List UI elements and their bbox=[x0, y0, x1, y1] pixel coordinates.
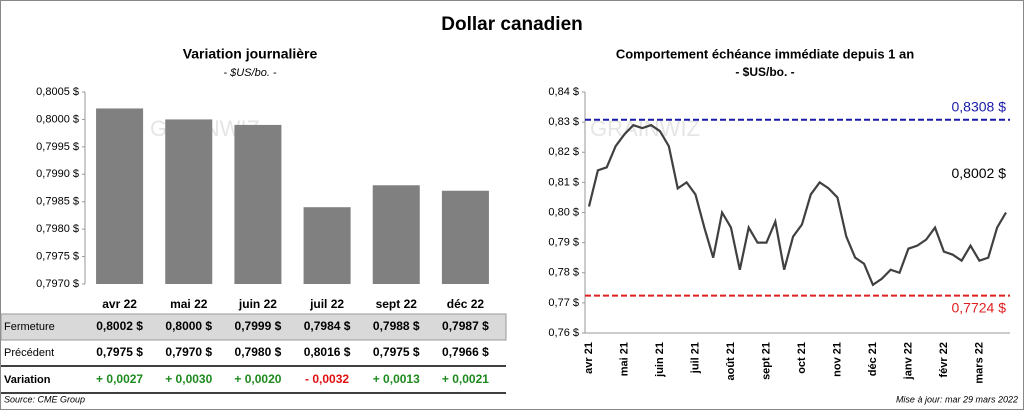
table-cell: + 0,0021 bbox=[442, 372, 489, 386]
table-cell: + 0,0030 bbox=[165, 372, 212, 386]
y-tick-label: 0,7980 $ bbox=[36, 223, 79, 235]
x-tick-label: sept 21 bbox=[760, 342, 772, 380]
chart-title: Comportement échéance immédiate depuis 1… bbox=[616, 46, 914, 61]
bar bbox=[234, 124, 282, 285]
table-cell: + 0,0020 bbox=[234, 372, 281, 386]
y-tick-label: 0,82 $ bbox=[548, 146, 579, 158]
source: Source: CME Group bbox=[4, 394, 85, 404]
table-cell: 0,7988 $ bbox=[373, 319, 420, 333]
reference-label: 0,8308 $ bbox=[952, 98, 1007, 114]
y-tick-label: 0,7970 $ bbox=[36, 278, 79, 290]
y-tick-label: 0,84 $ bbox=[548, 86, 579, 98]
bar bbox=[441, 190, 489, 284]
chart-title: Variation journalière bbox=[183, 46, 318, 62]
update-date: Mise à jour: mar 29 mars 2022 bbox=[896, 394, 1018, 404]
x-tick-label: juil 22 bbox=[309, 297, 344, 311]
annotation: 0,8002 $ bbox=[952, 165, 1007, 181]
row-bg bbox=[0, 313, 507, 341]
bar bbox=[96, 108, 144, 284]
x-tick-label: nov 21 bbox=[831, 342, 843, 377]
table-cell: 0,7999 $ bbox=[235, 319, 282, 333]
table-cell: 0,7966 $ bbox=[442, 345, 489, 359]
y-tick-label: 0,7995 $ bbox=[36, 141, 79, 153]
bar bbox=[303, 207, 351, 284]
bar bbox=[372, 185, 420, 284]
x-tick-label: déc 21 bbox=[867, 342, 879, 376]
x-tick-label: avr 22 bbox=[102, 297, 137, 311]
x-tick-label: mars 22 bbox=[973, 342, 985, 384]
x-tick-label: juin 21 bbox=[654, 342, 666, 378]
x-tick-label: oct 21 bbox=[796, 342, 808, 374]
x-tick-label: avr 21 bbox=[583, 342, 595, 374]
y-tick-label: 0,80 $ bbox=[548, 206, 579, 218]
x-tick-label: janv 22 bbox=[902, 342, 914, 380]
table-cell: 0,7975 $ bbox=[373, 345, 420, 359]
table-cell: 0,7984 $ bbox=[304, 319, 351, 333]
row-label: Fermeture bbox=[4, 321, 55, 333]
y-tick-label: 0,7990 $ bbox=[36, 168, 79, 180]
x-tick-label: févr 22 bbox=[938, 342, 950, 377]
y-tick-label: 0,7975 $ bbox=[36, 250, 79, 262]
x-tick-label: juin 22 bbox=[238, 297, 277, 311]
x-tick-label: mai 21 bbox=[618, 342, 630, 376]
table-cell: 0,7980 $ bbox=[235, 345, 282, 359]
bar bbox=[165, 119, 213, 284]
main-title: Dollar canadien bbox=[441, 14, 583, 35]
table-cell: 0,7987 $ bbox=[442, 319, 489, 333]
row-label: Précédent bbox=[4, 347, 54, 359]
y-tick-label: 0,8000 $ bbox=[36, 113, 79, 125]
line-series bbox=[587, 123, 1007, 287]
y-tick-label: 0,83 $ bbox=[548, 116, 579, 128]
y-tick-label: 0,81 $ bbox=[548, 176, 579, 188]
y-tick-label: 0,77 $ bbox=[548, 297, 579, 309]
y-tick-label: 0,79 $ bbox=[548, 237, 579, 249]
x-tick-label: juil 21 bbox=[689, 342, 701, 374]
chart-subtitle: - $US/bo. - bbox=[223, 67, 277, 79]
y-tick-label: 0,7985 $ bbox=[36, 196, 79, 208]
table-cell: 0,8000 $ bbox=[165, 319, 212, 333]
reference-label: 0,7724 $ bbox=[952, 299, 1007, 315]
x-tick-label: sept 22 bbox=[376, 297, 418, 311]
table-cell: + 0,0027 bbox=[96, 372, 143, 386]
table-cell: 0,8002 $ bbox=[96, 319, 143, 333]
x-tick-label: mai 22 bbox=[170, 297, 208, 311]
table-cell: 0,8016 $ bbox=[304, 345, 351, 359]
chart-subtitle: - $US/bo. - bbox=[735, 65, 794, 79]
y-tick-label: 0,8005 $ bbox=[36, 86, 79, 98]
y-tick-label: 0,78 $ bbox=[548, 267, 579, 279]
row-label: Variation bbox=[4, 374, 51, 386]
table-cell: 0,7975 $ bbox=[96, 345, 143, 359]
y-tick-label: 0,76 $ bbox=[548, 327, 579, 339]
x-tick-label: août 21 bbox=[725, 342, 737, 381]
table-cell: + 0,0013 bbox=[373, 372, 420, 386]
table-cell: - 0,0032 bbox=[305, 372, 349, 386]
x-tick-label: déc 22 bbox=[447, 297, 485, 311]
table-cell: 0,7970 $ bbox=[165, 345, 212, 359]
